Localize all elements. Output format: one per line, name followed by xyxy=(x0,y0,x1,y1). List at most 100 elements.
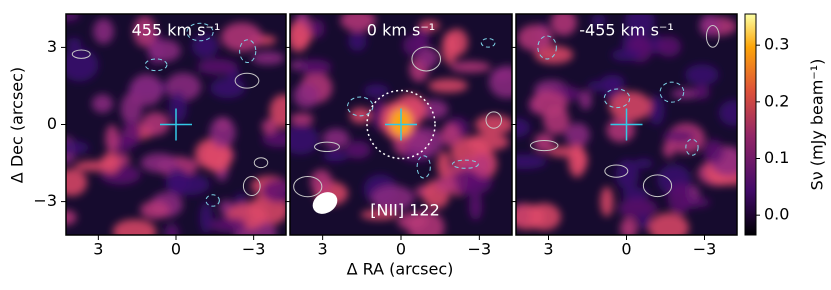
contour xyxy=(685,138,699,156)
noise-blob xyxy=(91,94,113,114)
noise-blob xyxy=(164,223,179,235)
noise-blob xyxy=(348,30,367,52)
annotation: [NII] 122 xyxy=(370,201,440,220)
noise-blob xyxy=(685,64,719,86)
noise-blob xyxy=(290,124,319,155)
x-tick-label: 3 xyxy=(93,240,103,259)
noise-blob xyxy=(93,18,114,45)
contour xyxy=(642,174,673,198)
panel: -455 km s⁻¹ 3 0 −3 xyxy=(511,13,738,259)
map-image xyxy=(290,14,512,235)
noise-blob xyxy=(309,19,325,38)
contour xyxy=(451,159,479,169)
noise-blob xyxy=(637,213,651,230)
noise-blob xyxy=(466,133,510,151)
contour xyxy=(529,139,559,152)
noise-blob xyxy=(564,122,590,147)
x-axis-label: Δ RA (arcsec) xyxy=(347,260,454,279)
contour xyxy=(416,155,431,179)
y-tick-label: −3 xyxy=(33,191,57,210)
contour xyxy=(239,39,257,64)
noise-blob xyxy=(516,118,531,138)
y-axis-label: Δ Dec (arcsec) xyxy=(8,67,27,183)
contour xyxy=(659,81,685,103)
noise-blob xyxy=(517,24,553,52)
noise-blob xyxy=(550,14,577,36)
noise-blob xyxy=(66,14,80,22)
noise-blob xyxy=(573,148,588,173)
noise-blob xyxy=(209,116,236,148)
noise-blob xyxy=(140,153,178,173)
contour xyxy=(242,176,261,196)
noise-blob xyxy=(667,182,693,215)
noise-blob xyxy=(516,203,545,230)
emission xyxy=(290,14,512,235)
noise-blob xyxy=(210,77,246,99)
noise-blob xyxy=(662,130,695,143)
x-tick-label: 0 xyxy=(621,240,631,259)
noise-blob xyxy=(197,58,238,75)
noise-blob xyxy=(191,33,219,58)
panel: 455 km s⁻¹ 3 0 −3 −3 0 3 xyxy=(33,13,287,259)
contour xyxy=(253,157,269,169)
contour xyxy=(313,141,340,153)
contour xyxy=(485,111,503,129)
contour xyxy=(411,46,442,72)
noise-blob xyxy=(209,217,247,233)
noise-blob xyxy=(703,139,724,165)
map-image xyxy=(516,14,737,235)
noise-blob xyxy=(468,191,483,221)
noise-blob xyxy=(290,21,310,53)
noise-blob xyxy=(656,36,681,57)
noise-blob xyxy=(418,47,439,69)
noise-blob xyxy=(548,146,582,158)
noise-blob xyxy=(530,90,568,117)
colorbar-label: Sν (mJy beam⁻¹) xyxy=(808,59,827,191)
contour xyxy=(480,38,496,48)
noise-blob xyxy=(618,198,658,219)
noise-blob xyxy=(141,112,170,136)
noise-blob xyxy=(261,118,278,134)
noise-blob xyxy=(435,176,457,193)
contour xyxy=(705,24,720,48)
noise-blob xyxy=(403,34,426,57)
noise-blob xyxy=(122,120,141,148)
beam xyxy=(312,192,338,214)
x-tick-label: −3 xyxy=(242,240,266,259)
noise-blob xyxy=(140,200,171,220)
contour xyxy=(537,35,557,60)
noise-blob xyxy=(269,94,286,128)
y-tick-label: 3 xyxy=(47,37,57,56)
noise-blob xyxy=(66,37,82,51)
noise-blob xyxy=(370,185,415,211)
noise-blob xyxy=(310,169,333,195)
noise-blob xyxy=(620,217,638,235)
aperture xyxy=(366,89,436,160)
noise-blob xyxy=(671,88,701,99)
noise-blob xyxy=(606,118,635,143)
colorbar-scale xyxy=(744,13,757,236)
noise-blob xyxy=(474,114,512,135)
noise-blob xyxy=(293,83,320,109)
x-tick-label: −3 xyxy=(468,240,492,259)
contour xyxy=(603,88,631,109)
contour xyxy=(71,49,91,59)
noise-blob xyxy=(625,14,655,38)
emission xyxy=(66,14,286,235)
noise-blob xyxy=(147,39,181,62)
noise-blob xyxy=(262,130,286,148)
noise-blob xyxy=(133,15,157,48)
noise-blob xyxy=(600,186,614,217)
noise-blob xyxy=(418,99,449,119)
x-tick-label: 3 xyxy=(318,240,328,259)
noise-blob xyxy=(449,61,491,73)
noise-blob xyxy=(221,22,263,52)
noise-blob xyxy=(441,31,458,65)
noise-blob xyxy=(587,80,607,92)
noise-blob xyxy=(290,113,314,126)
noise-blob xyxy=(718,100,737,126)
noise-blob xyxy=(418,20,441,31)
noise-blob xyxy=(251,51,285,65)
panel-title: -455 km s⁻¹ xyxy=(579,21,674,40)
